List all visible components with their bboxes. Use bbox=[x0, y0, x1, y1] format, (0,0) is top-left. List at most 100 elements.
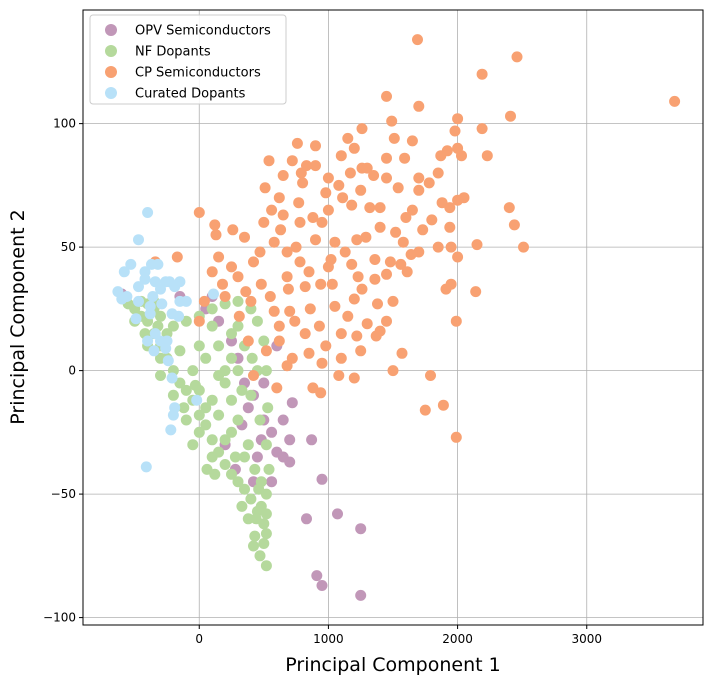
point-cp bbox=[337, 192, 349, 204]
x-tick-label: 1000 bbox=[313, 632, 344, 646]
point-nf bbox=[258, 335, 270, 347]
y-tick-label: −50 bbox=[51, 487, 76, 501]
point-opv bbox=[242, 402, 254, 414]
point-nf bbox=[206, 303, 218, 315]
point-cp bbox=[322, 204, 334, 216]
point-cp bbox=[316, 357, 328, 369]
legend-label-cp: CP Semiconductors bbox=[135, 66, 261, 81]
point-cp bbox=[384, 256, 396, 268]
point-cp bbox=[320, 340, 332, 352]
point-cp bbox=[254, 246, 266, 258]
point-cp bbox=[348, 372, 360, 384]
point-nf bbox=[180, 414, 192, 426]
point-opv bbox=[332, 508, 343, 520]
point-nf bbox=[219, 459, 231, 470]
point-cp bbox=[271, 382, 283, 394]
point-cp bbox=[432, 167, 444, 179]
point-opv bbox=[316, 580, 328, 591]
point-opv bbox=[266, 476, 278, 488]
point-cp bbox=[352, 271, 364, 283]
legend-label-curated: Curated Dopants bbox=[135, 87, 246, 102]
point-cp bbox=[210, 229, 222, 241]
point-cp bbox=[413, 100, 425, 112]
point-cp bbox=[289, 315, 301, 327]
axis-ticks: 0 1000 2000 3000 −100 −50 0 50 100 bbox=[43, 117, 602, 646]
point-cp bbox=[348, 293, 360, 305]
point-cp bbox=[268, 305, 280, 317]
point-nf bbox=[180, 384, 192, 396]
legend-marker-curated bbox=[105, 87, 117, 99]
point-opv bbox=[258, 377, 270, 389]
point-curated bbox=[167, 409, 179, 421]
x-tick-label: 2000 bbox=[442, 632, 473, 646]
point-cp bbox=[351, 234, 363, 246]
point-curated bbox=[116, 293, 128, 305]
point-cp bbox=[381, 152, 392, 164]
point-curated bbox=[142, 335, 154, 347]
point-cp bbox=[273, 192, 285, 204]
point-cp bbox=[406, 135, 418, 147]
point-nf bbox=[260, 439, 272, 451]
point-cp bbox=[335, 328, 347, 340]
point-cp bbox=[503, 202, 515, 214]
point-nf bbox=[236, 384, 248, 396]
point-cp bbox=[356, 283, 368, 295]
point-nf bbox=[226, 468, 237, 480]
point-nf bbox=[187, 439, 199, 451]
point-cp bbox=[476, 123, 488, 135]
point-nf bbox=[213, 409, 225, 421]
point-nf bbox=[226, 394, 237, 406]
point-nf bbox=[206, 320, 218, 332]
point-cp bbox=[355, 345, 367, 357]
legend-label-nf: NF Dopants bbox=[135, 45, 211, 60]
point-cp bbox=[452, 142, 464, 154]
legend-marker-nf bbox=[105, 45, 117, 57]
point-cp bbox=[425, 370, 436, 381]
series-curated bbox=[112, 207, 219, 473]
point-cp bbox=[470, 286, 482, 298]
point-cp bbox=[209, 219, 221, 231]
point-cp bbox=[294, 256, 306, 268]
point-cp bbox=[401, 266, 413, 278]
point-cp bbox=[303, 266, 315, 278]
point-cp bbox=[396, 347, 408, 359]
point-opv bbox=[277, 414, 289, 426]
point-cp bbox=[277, 170, 289, 181]
point-curated bbox=[191, 394, 203, 406]
point-cp bbox=[248, 370, 259, 381]
point-curated bbox=[142, 207, 154, 218]
point-cp bbox=[293, 197, 305, 209]
point-cp bbox=[381, 268, 392, 280]
point-nf bbox=[245, 389, 257, 401]
point-curated bbox=[118, 266, 130, 278]
point-cp bbox=[307, 212, 319, 223]
legend-marker-cp bbox=[105, 66, 117, 78]
point-cp bbox=[310, 160, 321, 172]
point-cp bbox=[374, 202, 386, 214]
point-cp bbox=[413, 184, 425, 196]
point-cp bbox=[266, 204, 278, 216]
point-nf bbox=[167, 389, 179, 401]
point-cp bbox=[281, 246, 293, 258]
point-nf bbox=[242, 439, 254, 451]
point-nf bbox=[239, 483, 250, 495]
point-cp bbox=[232, 271, 244, 283]
point-curated bbox=[140, 461, 152, 473]
point-nf bbox=[209, 468, 221, 480]
point-cp bbox=[258, 216, 270, 228]
point-cp bbox=[445, 241, 457, 253]
point-nf bbox=[174, 345, 186, 357]
point-cp bbox=[440, 283, 452, 295]
point-cp bbox=[335, 150, 347, 162]
point-curated bbox=[174, 276, 186, 288]
point-nf bbox=[226, 426, 237, 438]
point-nf bbox=[229, 451, 241, 463]
point-nf bbox=[253, 483, 265, 495]
point-cp bbox=[374, 221, 386, 233]
point-nf bbox=[226, 352, 237, 364]
point-cp bbox=[386, 115, 398, 127]
point-cp bbox=[304, 303, 316, 315]
point-cp bbox=[444, 202, 456, 214]
point-nf bbox=[254, 550, 266, 562]
point-opv bbox=[355, 523, 367, 535]
